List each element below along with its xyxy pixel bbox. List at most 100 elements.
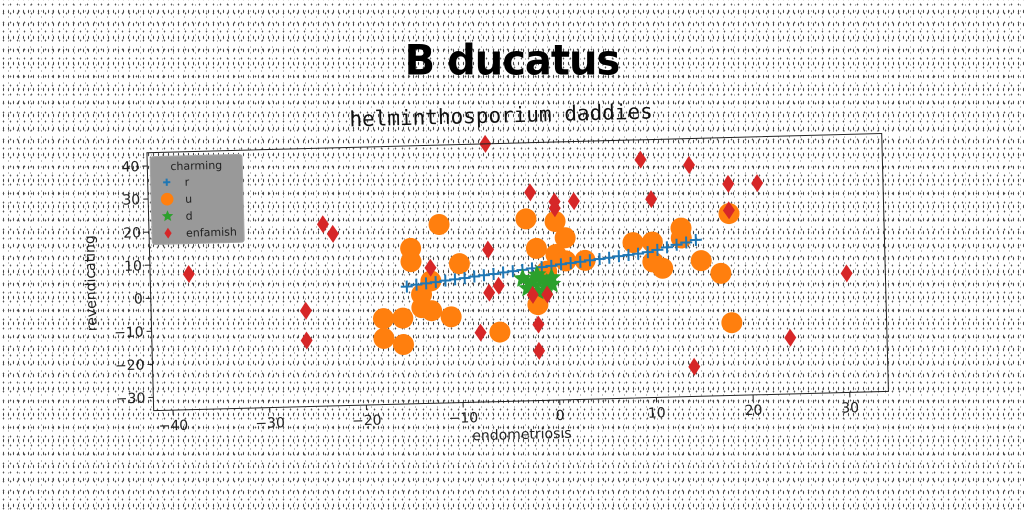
x-tick-label: −40	[158, 418, 188, 435]
x-tick-label: 20	[744, 403, 762, 419]
point-u	[544, 210, 566, 232]
point-r	[680, 236, 693, 249]
point-r	[448, 273, 462, 286]
point-r	[651, 243, 664, 256]
point-u	[448, 253, 470, 275]
legend-marker-u	[160, 192, 174, 206]
point-r	[458, 272, 471, 285]
legend-label: r	[185, 176, 190, 189]
point-enfamish	[424, 258, 437, 277]
legend-label: d	[185, 210, 192, 223]
point-r	[497, 266, 510, 279]
point-r	[439, 274, 452, 287]
point-enfamish	[532, 315, 545, 334]
point-enfamish	[326, 224, 339, 243]
point-r	[641, 246, 654, 259]
point-u	[652, 257, 674, 279]
x-tick-label: 10	[648, 405, 666, 421]
plot-group: helminthosporium daddies −40 −30 −20 −10 0 10…	[82, 99, 889, 445]
y-tick-label: 10	[124, 258, 142, 274]
y-tick-label: −30	[116, 391, 146, 408]
point-enfamish	[634, 150, 647, 169]
y-axis-label: revendicating	[82, 235, 101, 331]
y-tick-label: 40	[121, 159, 139, 175]
point-r	[670, 238, 683, 251]
point-r	[660, 241, 674, 254]
legend-label: enfamish	[186, 225, 237, 239]
y-tick-label: 30	[122, 192, 140, 208]
point-enfamish	[688, 357, 701, 376]
marks-layer	[182, 134, 853, 376]
point-u	[440, 306, 462, 328]
point-enfamish	[299, 301, 312, 320]
point-u	[489, 321, 511, 343]
point-enfamish	[784, 328, 797, 347]
point-r	[689, 233, 702, 246]
point-enfamish	[300, 331, 313, 350]
point-enfamish	[840, 264, 853, 283]
point-u	[554, 227, 576, 249]
point-enfamish	[182, 265, 195, 284]
point-r	[429, 276, 442, 289]
point-d	[542, 274, 562, 293]
legend: charming rud enfamish	[149, 153, 245, 246]
ticks-layer: −40 −30 −20 −10 0 10 20 30 −30 −20 −10 0 10 20 30 40	[114, 159, 859, 435]
point-u	[392, 334, 414, 356]
point-u	[515, 208, 537, 230]
y-tick-label: 0	[134, 291, 143, 307]
y-tick-label: −10	[114, 324, 144, 341]
chart-title: helminthosporium daddies	[349, 99, 653, 131]
x-tick-label: −20	[352, 413, 382, 430]
legend-label: u	[185, 193, 192, 206]
point-enfamish	[683, 156, 696, 174]
point-u	[710, 262, 732, 284]
point-enfamish	[541, 285, 554, 304]
x-tick-label: −10	[448, 410, 478, 427]
legend-marker-r	[163, 178, 171, 186]
point-u	[428, 213, 450, 235]
x-tick-label: 30	[841, 400, 859, 416]
y-tick-label: −20	[115, 358, 145, 375]
point-r	[612, 250, 625, 263]
point-u	[622, 232, 644, 254]
point-r	[603, 251, 616, 264]
point-u	[721, 312, 743, 334]
point-u	[400, 251, 422, 273]
point-u	[372, 308, 394, 330]
point-enfamish	[482, 240, 495, 259]
point-enfamish	[483, 283, 496, 302]
point-r	[574, 255, 587, 268]
legend-marker-enfamish	[164, 227, 172, 239]
point-enfamish	[533, 341, 546, 360]
point-enfamish	[567, 192, 580, 211]
point-enfamish	[548, 199, 561, 218]
legend-box	[149, 153, 245, 246]
point-enfamish	[722, 174, 735, 193]
legend-title: charming	[170, 159, 222, 173]
point-enfamish	[751, 174, 764, 193]
point-enfamish	[474, 323, 487, 342]
point-enfamish	[645, 190, 658, 209]
x-tick-label: 0	[555, 408, 564, 424]
point-r	[487, 267, 500, 281]
point-r	[632, 247, 645, 260]
point-r	[477, 269, 490, 282]
point-u	[690, 250, 712, 272]
point-u	[392, 307, 414, 329]
figure-suptitle: B ducatus	[404, 36, 621, 86]
legend-marker-d	[161, 210, 174, 222]
point-u	[421, 300, 443, 322]
x-axis-label: endometriosis	[472, 426, 572, 445]
point-u	[525, 237, 547, 259]
axes-frame	[146, 132, 889, 412]
point-enfamish	[316, 215, 329, 234]
point-r	[400, 280, 413, 293]
point-r	[593, 252, 606, 266]
x-tick-label: −30	[255, 415, 285, 432]
point-enfamish	[492, 276, 505, 295]
point-enfamish	[722, 201, 735, 220]
y-tick-label: 20	[123, 225, 141, 241]
point-enfamish	[526, 285, 539, 304]
point-u	[670, 217, 692, 239]
